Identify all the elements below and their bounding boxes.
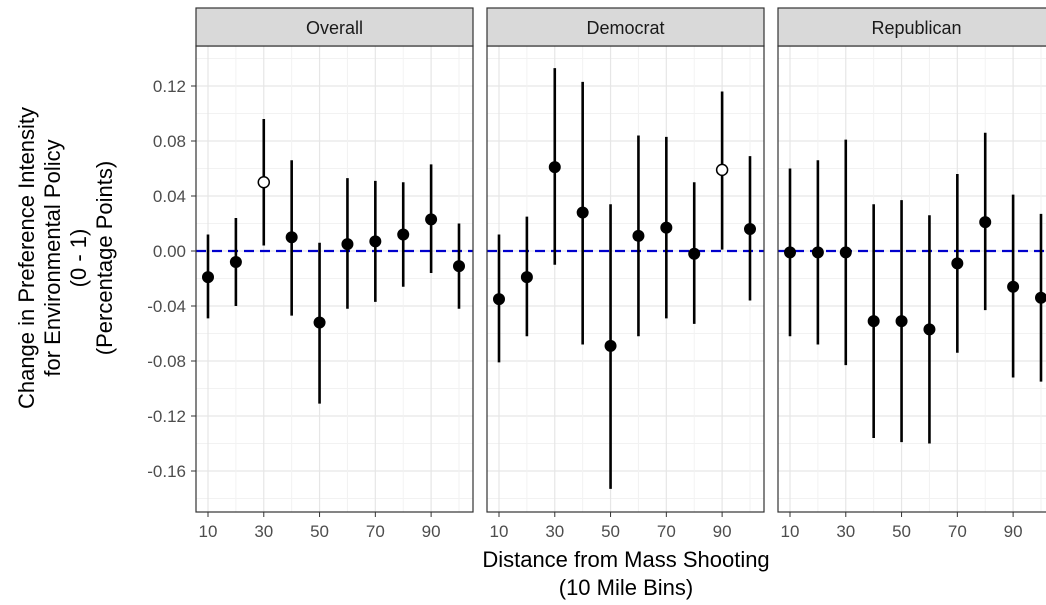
facet-strip-label: Democrat — [586, 18, 664, 38]
point-estimate — [923, 323, 936, 336]
x-tick-label: 50 — [310, 522, 329, 541]
y-tick-label: -0.08 — [147, 352, 186, 371]
point-estimate — [520, 271, 533, 284]
x-tick-label: 30 — [836, 522, 855, 541]
point-estimate — [604, 339, 617, 352]
point-estimate-open — [257, 176, 271, 189]
point-estimate — [1035, 291, 1046, 304]
y-tick-label: -0.16 — [147, 462, 186, 481]
x-tick-label: 90 — [1004, 522, 1023, 541]
point-estimate — [660, 221, 673, 234]
point-estimate — [867, 315, 880, 328]
panel-plot-area — [196, 46, 473, 512]
y-axis-title-line-4: (Percentage Points) — [92, 161, 117, 355]
point-estimate — [784, 246, 796, 259]
y-axis-title-line-1: Change in Preference Intensity — [14, 107, 39, 409]
panel-overall: Overall 10 30 50 70 90 — [195, 7, 474, 541]
point-estimate — [744, 223, 756, 235]
x-axis-title-line-2: (10 Mile Bins) — [559, 575, 693, 600]
y-tick-label: -0.04 — [147, 297, 186, 316]
panel-democrat: Democrat 10 30 50 70 90 — [486, 7, 765, 541]
point-estimate — [979, 216, 992, 229]
point-estimate — [369, 235, 382, 248]
point-estimate — [839, 246, 852, 259]
x-tick-label: 70 — [948, 522, 967, 541]
facet-strip — [486, 7, 765, 47]
point-estimate — [313, 316, 326, 329]
y-axis-title-line-2: for Environmental Policy — [40, 139, 65, 376]
x-axis-title-line-1: Distance from Mass Shooting — [482, 547, 769, 572]
x-tick-label: 70 — [657, 522, 676, 541]
point-estimate — [688, 247, 701, 260]
point-estimate — [397, 228, 410, 241]
point-estimate — [425, 213, 438, 226]
x-tick-label: 10 — [199, 522, 218, 541]
facet-strip-label: Overall — [306, 18, 363, 38]
y-tick-label: 0.08 — [153, 132, 186, 151]
point-estimate — [576, 206, 589, 219]
y-tick-label: 0.00 — [153, 242, 186, 261]
x-tick-label: 50 — [892, 522, 911, 541]
point-estimate — [341, 238, 354, 251]
point-estimate — [229, 256, 242, 268]
point-estimate — [811, 246, 824, 259]
point-estimate — [632, 229, 645, 242]
y-axis-title-line-3: (0 - 1) — [66, 229, 91, 288]
y-axis: 0.12 0.08 0.04 0.00 -0.04 -0.08 -0.12 -0.16 — [147, 77, 196, 481]
point-estimate — [493, 293, 505, 306]
x-tick-label: 90 — [713, 522, 732, 541]
facet-strip-label: Republican — [871, 18, 961, 38]
point-estimate-open — [715, 163, 729, 177]
y-tick-label: 0.04 — [153, 187, 186, 206]
x-tick-label: 10 — [490, 522, 509, 541]
point-estimate — [202, 271, 214, 284]
x-tick-label: 30 — [254, 522, 273, 541]
point-estimate — [548, 161, 561, 174]
facet-strip — [777, 7, 1046, 47]
x-tick-label: 90 — [422, 522, 441, 541]
point-estimate — [285, 231, 298, 244]
y-tick-label: -0.12 — [147, 407, 186, 426]
point-estimate — [895, 315, 908, 328]
point-estimate — [1007, 280, 1020, 293]
x-tick-label: 50 — [601, 522, 620, 541]
panel-republican: Republican 10 30 50 70 90 — [777, 7, 1046, 541]
point-estimate — [951, 257, 964, 270]
y-axis-title: Change in Preference Intensity for Envir… — [14, 107, 117, 409]
panel-plot-area — [487, 46, 764, 512]
panel-plot-area — [778, 46, 1046, 512]
y-tick-label: 0.12 — [153, 77, 186, 96]
point-estimate — [453, 260, 465, 273]
x-tick-label: 70 — [366, 522, 385, 541]
facet-strip — [195, 7, 474, 47]
x-tick-label: 10 — [781, 522, 800, 541]
x-tick-label: 30 — [545, 522, 564, 541]
